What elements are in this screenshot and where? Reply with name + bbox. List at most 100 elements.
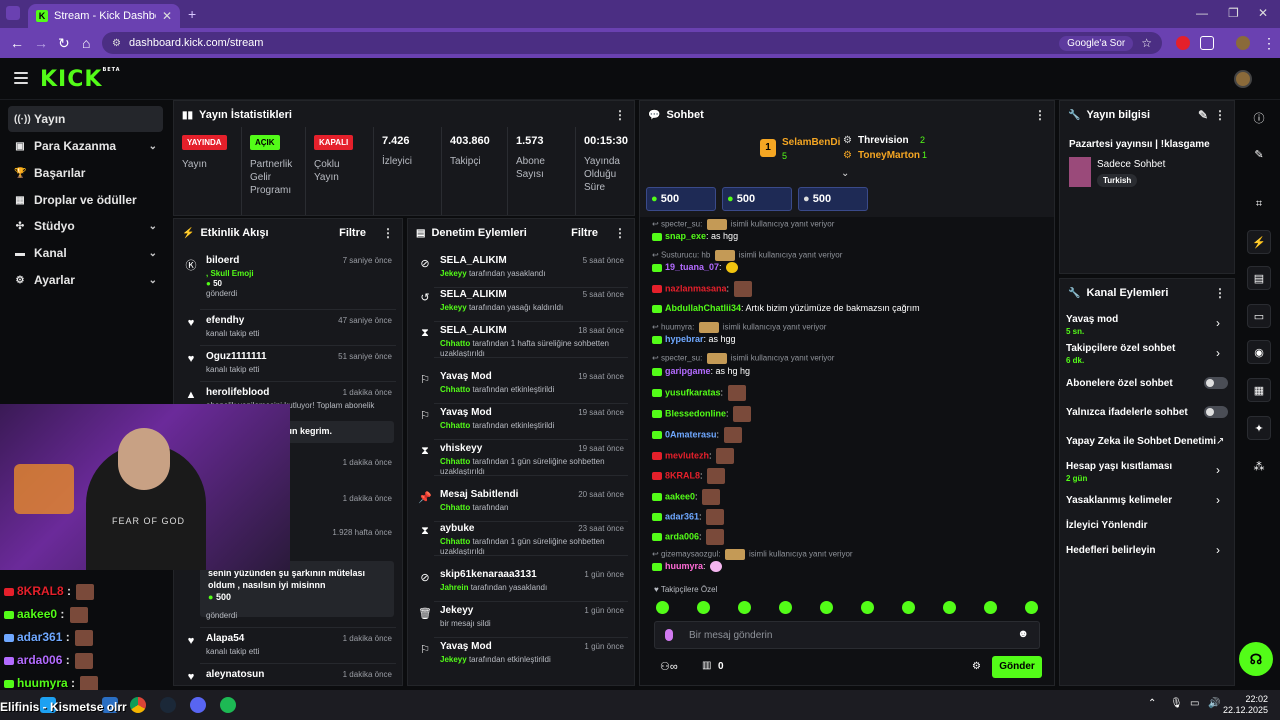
- chevron-right-icon[interactable]: ›: [1216, 346, 1220, 360]
- chat-message[interactable]: hypebrar: as hgg: [652, 334, 736, 344]
- chat-message[interactable]: 19_tuana_07:: [652, 262, 740, 274]
- wrench-icon[interactable]: ✦: [1247, 416, 1271, 440]
- category-name[interactable]: Sadece Sohbet: [1097, 159, 1166, 170]
- taskbar-time[interactable]: 22:02: [1245, 694, 1268, 704]
- chat-message[interactable]: huumyra:: [652, 561, 724, 573]
- home-icon[interactable]: ⌂: [82, 35, 91, 51]
- action-redirect-viewers[interactable]: İzleyici Yönlendir: [1066, 520, 1148, 531]
- chat-message[interactable]: nazlanmasana:: [652, 281, 754, 297]
- gifter-name[interactable]: Threvision: [858, 135, 909, 146]
- hamburger-menu-icon[interactable]: [14, 72, 28, 84]
- browser-tab[interactable]: K Stream - Kick Dashboard ✕: [28, 4, 180, 28]
- more-options-icon[interactable]: ⋮: [614, 226, 626, 240]
- more-options-icon[interactable]: ⋮: [382, 226, 394, 240]
- moderation-row[interactable]: ⧗ vhiskeyy 19 saat önce Chhatto tarafınd…: [414, 441, 628, 476]
- emote-icon[interactable]: [656, 601, 669, 614]
- profile-avatar[interactable]: [1236, 36, 1250, 50]
- edit-icon[interactable]: ✎: [1254, 148, 1264, 161]
- moderation-row[interactable]: ⊘ skip61kenaraaa3131 1 gün önce Jahrein …: [414, 567, 628, 601]
- external-link-icon[interactable]: ↗: [1216, 436, 1225, 447]
- sidebar-item-yayin[interactable]: ((·)) Yayın: [8, 106, 163, 132]
- chat-icon[interactable]: ▭: [1247, 304, 1271, 328]
- more-options-icon[interactable]: ⋮: [1034, 108, 1046, 122]
- chat-message[interactable]: arda006:: [652, 529, 726, 545]
- action-account-age[interactable]: Hesap yaşı kısıtlaması 2 gün: [1066, 461, 1173, 483]
- emote-icon[interactable]: [738, 601, 751, 614]
- forward-icon[interactable]: →: [34, 35, 48, 51]
- emoji-icon[interactable]: ☻: [1017, 628, 1029, 640]
- chat-message[interactable]: garipgame: as hg hg: [652, 366, 750, 376]
- moderation-row[interactable]: 📌 Mesaj Sabitlendi 20 saat önce Chhatto …: [418, 489, 624, 512]
- tray-chevron-icon[interactable]: ⌃: [1148, 698, 1157, 709]
- new-tab-button[interactable]: +: [188, 6, 197, 22]
- minimize-button[interactable]: —: [1196, 6, 1208, 20]
- activity-row[interactable]: Ⓚ biloerd 7 saniye önce , Skull Emoji ● 5…: [185, 255, 393, 298]
- chat-message[interactable]: AbdullahChatlii34: Artık bizim yüzümüze …: [652, 303, 920, 313]
- close-window-button[interactable]: ✕: [1258, 6, 1269, 20]
- sidebar-item-ayarlar[interactable]: ⚙ Ayarlar ⌄: [15, 273, 157, 287]
- url-bar[interactable]: ⚙ dashboard.kick.com/stream Google'a Sor…: [102, 32, 1162, 54]
- document-icon[interactable]: ▤: [1247, 266, 1271, 290]
- activity-row[interactable]: ♥ aleynatosun 1 dakika önce: [180, 667, 396, 685]
- emote-icon[interactable]: [943, 601, 956, 614]
- spotify-icon[interactable]: [220, 697, 236, 713]
- tray-volume-icon[interactable]: 🔊: [1208, 698, 1221, 709]
- steam-icon[interactable]: [160, 697, 176, 713]
- activity-row[interactable]: 1.928 hafta önce senin yüzünden şu şarkı…: [180, 525, 396, 621]
- activity-filter-button[interactable]: Filtre: [339, 227, 366, 239]
- subscribers-only-toggle[interactable]: [1204, 377, 1228, 389]
- chat-message[interactable]: yusufkaratas:: [652, 385, 748, 401]
- activity-row[interactable]: 1 dakika önce: [342, 458, 392, 467]
- gift-icon[interactable]: ▥: [702, 660, 712, 671]
- layout-icon[interactable]: ▦: [1247, 378, 1271, 402]
- emote-icon[interactable]: [779, 601, 792, 614]
- emote-icon[interactable]: [1025, 601, 1038, 614]
- reload-icon[interactable]: ↻: [58, 35, 70, 51]
- chat-message[interactable]: mevlutezh:: [652, 448, 736, 464]
- sidebar-item-droplar[interactable]: ▦ Droplar ve ödüller: [15, 193, 137, 207]
- moderation-row[interactable]: ⚐ Yavaş Mod 1 gün önce Jekeyy tarafından…: [414, 639, 628, 673]
- gift-pill[interactable]: ● 500: [722, 187, 792, 211]
- moderation-row[interactable]: ⧗ aybuke 23 saat önce Chhatto tarafından…: [414, 521, 628, 556]
- chat-message[interactable]: aakee0:: [652, 489, 722, 505]
- moderation-row[interactable]: ⚐ Yavaş Mod 19 saat önce Chhatto tarafın…: [414, 369, 628, 403]
- tag-chip[interactable]: Turkish: [1097, 174, 1138, 187]
- emote-icon[interactable]: [861, 601, 874, 614]
- moderation-filter-button[interactable]: Filtre: [571, 227, 598, 239]
- action-followers-only[interactable]: Takipçilere özel sohbet 6 dk.: [1066, 343, 1176, 365]
- tray-mic-icon[interactable]: 🎙: [1170, 698, 1183, 709]
- gifter-name[interactable]: ToneyMarton: [858, 150, 921, 161]
- moderation-row[interactable]: ⊘ SELA_ALIKIM 5 saat önce Jekeyy tarafın…: [414, 253, 628, 287]
- moderation-row[interactable]: 🗑 Jekeyy 1 gün önce bir mesajı sildi: [418, 605, 624, 628]
- edit-pencil-icon[interactable]: ✎: [1197, 108, 1208, 122]
- broadcast-icon[interactable]: ◉: [1247, 340, 1271, 364]
- google-search-button[interactable]: Google'a Sor: [1059, 35, 1134, 51]
- chevron-right-icon[interactable]: ›: [1216, 543, 1220, 557]
- extensions-puzzle-icon[interactable]: [1200, 36, 1214, 50]
- lightning-icon[interactable]: ⚡: [1247, 230, 1271, 254]
- moderation-row[interactable]: ↺ SELA_ALIKIM 5 saat önce Jekeyy tarafın…: [414, 287, 628, 321]
- moderation-row[interactable]: ⚐ Yavaş Mod 19 saat önce Chhatto tarafın…: [414, 405, 628, 439]
- site-info-icon[interactable]: ⚙: [112, 37, 121, 49]
- gift-pill[interactable]: ● 500: [798, 187, 868, 211]
- help-button[interactable]: ☊: [1239, 642, 1273, 676]
- chat-message[interactable]: 0Amaterasu:: [652, 427, 744, 443]
- emote-icon[interactable]: [984, 601, 997, 614]
- action-set-goals[interactable]: Hedefleri belirleyin: [1066, 545, 1156, 556]
- chat-message[interactable]: adar361:: [652, 509, 726, 525]
- chat-message[interactable]: 8KRAL8:: [652, 468, 727, 484]
- action-ai-moderation[interactable]: Yapay Zeka ile Sohbet Denetimi: [1066, 436, 1217, 447]
- action-slow-mode[interactable]: Yavaş mod 5 sn.: [1066, 314, 1119, 336]
- close-tab-icon[interactable]: ✕: [161, 9, 172, 23]
- activity-row[interactable]: ♥ Alapa54 1 dakika önce kanalı takip ett…: [180, 631, 396, 663]
- scan-icon[interactable]: ⌗: [1255, 197, 1263, 210]
- tray-display-icon[interactable]: ▭: [1190, 698, 1200, 709]
- extension-icon[interactable]: [1176, 36, 1190, 50]
- user-avatar[interactable]: [1234, 70, 1252, 88]
- chrome-icon[interactable]: [130, 697, 146, 713]
- more-options-icon[interactable]: ⋮: [614, 108, 626, 122]
- chat-message[interactable]: Blessedonline:: [652, 406, 753, 422]
- back-icon[interactable]: ←: [10, 35, 24, 51]
- browser-menu-icon[interactable]: ⋮: [1262, 35, 1276, 51]
- chat-message[interactable]: snap_exe: as hgg: [652, 231, 738, 241]
